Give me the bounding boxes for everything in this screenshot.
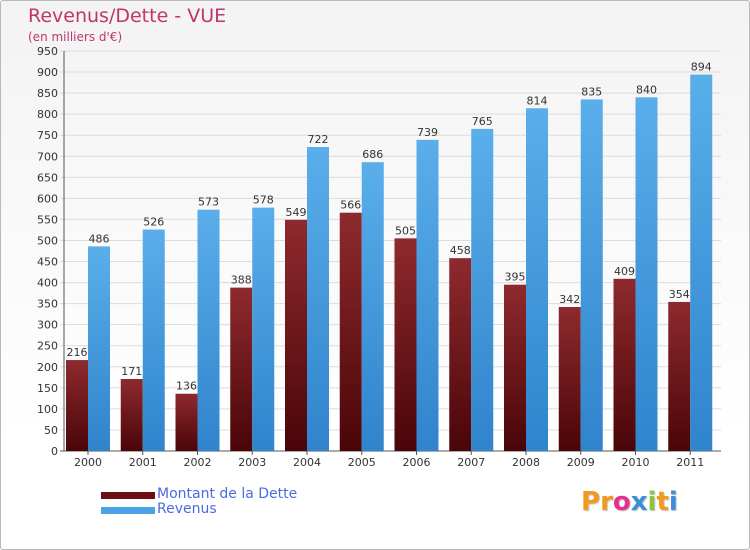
bar-dette [449,258,472,451]
data-label: 765 [472,115,493,128]
y-tick-label: 50 [44,424,58,437]
data-label: 566 [340,199,361,212]
y-tick-label: 800 [37,108,58,121]
legend-label-dette: Montant de la Dette [157,486,298,502]
bar-dette [230,287,253,451]
y-tick-label: 400 [37,277,58,290]
y-tick-label: 250 [37,340,58,353]
proxiti-logo: Proxiti [581,487,678,517]
data-label: 354 [669,288,690,301]
data-label: 171 [121,365,142,378]
x-tick-label: 2003 [238,456,266,469]
x-tick-label: 2007 [457,456,485,469]
chart-title: Revenus/Dette - VUE [28,5,227,27]
x-tick-label: 2006 [403,456,431,469]
bar-dette [66,360,88,451]
x-tick-label: 2010 [622,456,650,469]
y-tick-label: 700 [37,150,58,163]
logo-letter: r [600,487,613,517]
bar-revenus [471,128,494,451]
bar-dette [285,219,307,451]
data-label: 835 [581,85,602,98]
bar-dette [394,238,417,451]
bar-revenus [580,99,603,451]
bar-chart: 0 50 100 150 200 250 300 350 400 450 500 550 600 650 7… [37,45,721,469]
data-label: 840 [636,83,657,96]
bar-revenus [361,162,384,451]
bar-dette [613,278,636,451]
logo-letter: P [581,487,601,517]
bar-revenus [690,74,713,451]
y-tick-label: 650 [37,171,58,184]
data-label: 458 [450,244,471,257]
x-tick-label: 2004 [293,456,321,469]
legend-label-revenus: Revenus [157,501,217,517]
y-tick-label: 150 [37,382,58,395]
y-tick-label: 0 [51,445,58,458]
y-tick-label: 100 [37,403,58,416]
data-label: 739 [417,126,438,139]
data-label: 894 [691,61,712,74]
bar-revenus [416,139,439,451]
bar-dette [120,379,143,451]
data-label: 549 [286,206,307,219]
y-tick-label: 500 [37,234,58,247]
legend-swatch-revenus [101,507,155,514]
bar-revenus [142,229,165,451]
bar-dette [558,307,581,451]
bar-dette [339,212,362,451]
logo-letter: o [612,487,631,517]
bar-dette [668,301,691,451]
data-label: 216 [67,346,88,359]
data-label: 505 [395,224,416,237]
y-tick-label: 750 [37,129,58,142]
data-label: 388 [231,274,252,287]
data-label: 686 [362,148,383,161]
x-tick-label: 2000 [74,456,102,469]
data-label: 573 [198,196,219,209]
y-tick-label: 600 [37,192,58,205]
y-tick-label: 900 [37,66,58,79]
logo-letter: t [656,487,669,517]
y-tick-label: 350 [37,298,58,311]
bar-revenus [307,147,329,451]
x-tick-label: 2011 [676,456,704,469]
bar-revenus [88,246,110,451]
data-label: 136 [176,380,197,393]
y-tick-label: 300 [37,319,58,332]
bar-revenus [252,207,275,451]
legend-swatch-dette [101,492,155,499]
data-label: 342 [559,293,580,306]
y-tick-label: 450 [37,256,58,269]
data-label: 578 [253,194,274,207]
x-tick-label: 2005 [348,456,376,469]
y-tick-label: 550 [37,213,58,226]
bar-revenus [197,209,220,451]
data-label: 814 [527,94,548,107]
data-label: 395 [505,271,526,284]
y-tick-label: 200 [37,361,58,374]
bar-dette [175,393,198,451]
y-tick-label: 950 [37,45,58,58]
x-tick-label: 2008 [512,456,540,469]
y-tick-label: 850 [37,87,58,100]
logo-letter: x [630,487,648,517]
x-tick-label: 2001 [129,456,157,469]
data-label: 526 [143,216,164,229]
data-label: 409 [614,265,635,278]
bar-revenus [526,108,548,452]
x-tick-label: 2002 [184,456,212,469]
x-tick-label: 2009 [567,456,595,469]
logo-letter: i [668,487,678,517]
bar-dette [504,284,526,451]
data-label: 722 [308,133,329,146]
chart-subtitle: (en milliers d'€) [28,30,123,44]
data-label: 486 [89,232,110,245]
logo-letter: i [647,487,657,517]
bar-revenus [635,97,658,451]
